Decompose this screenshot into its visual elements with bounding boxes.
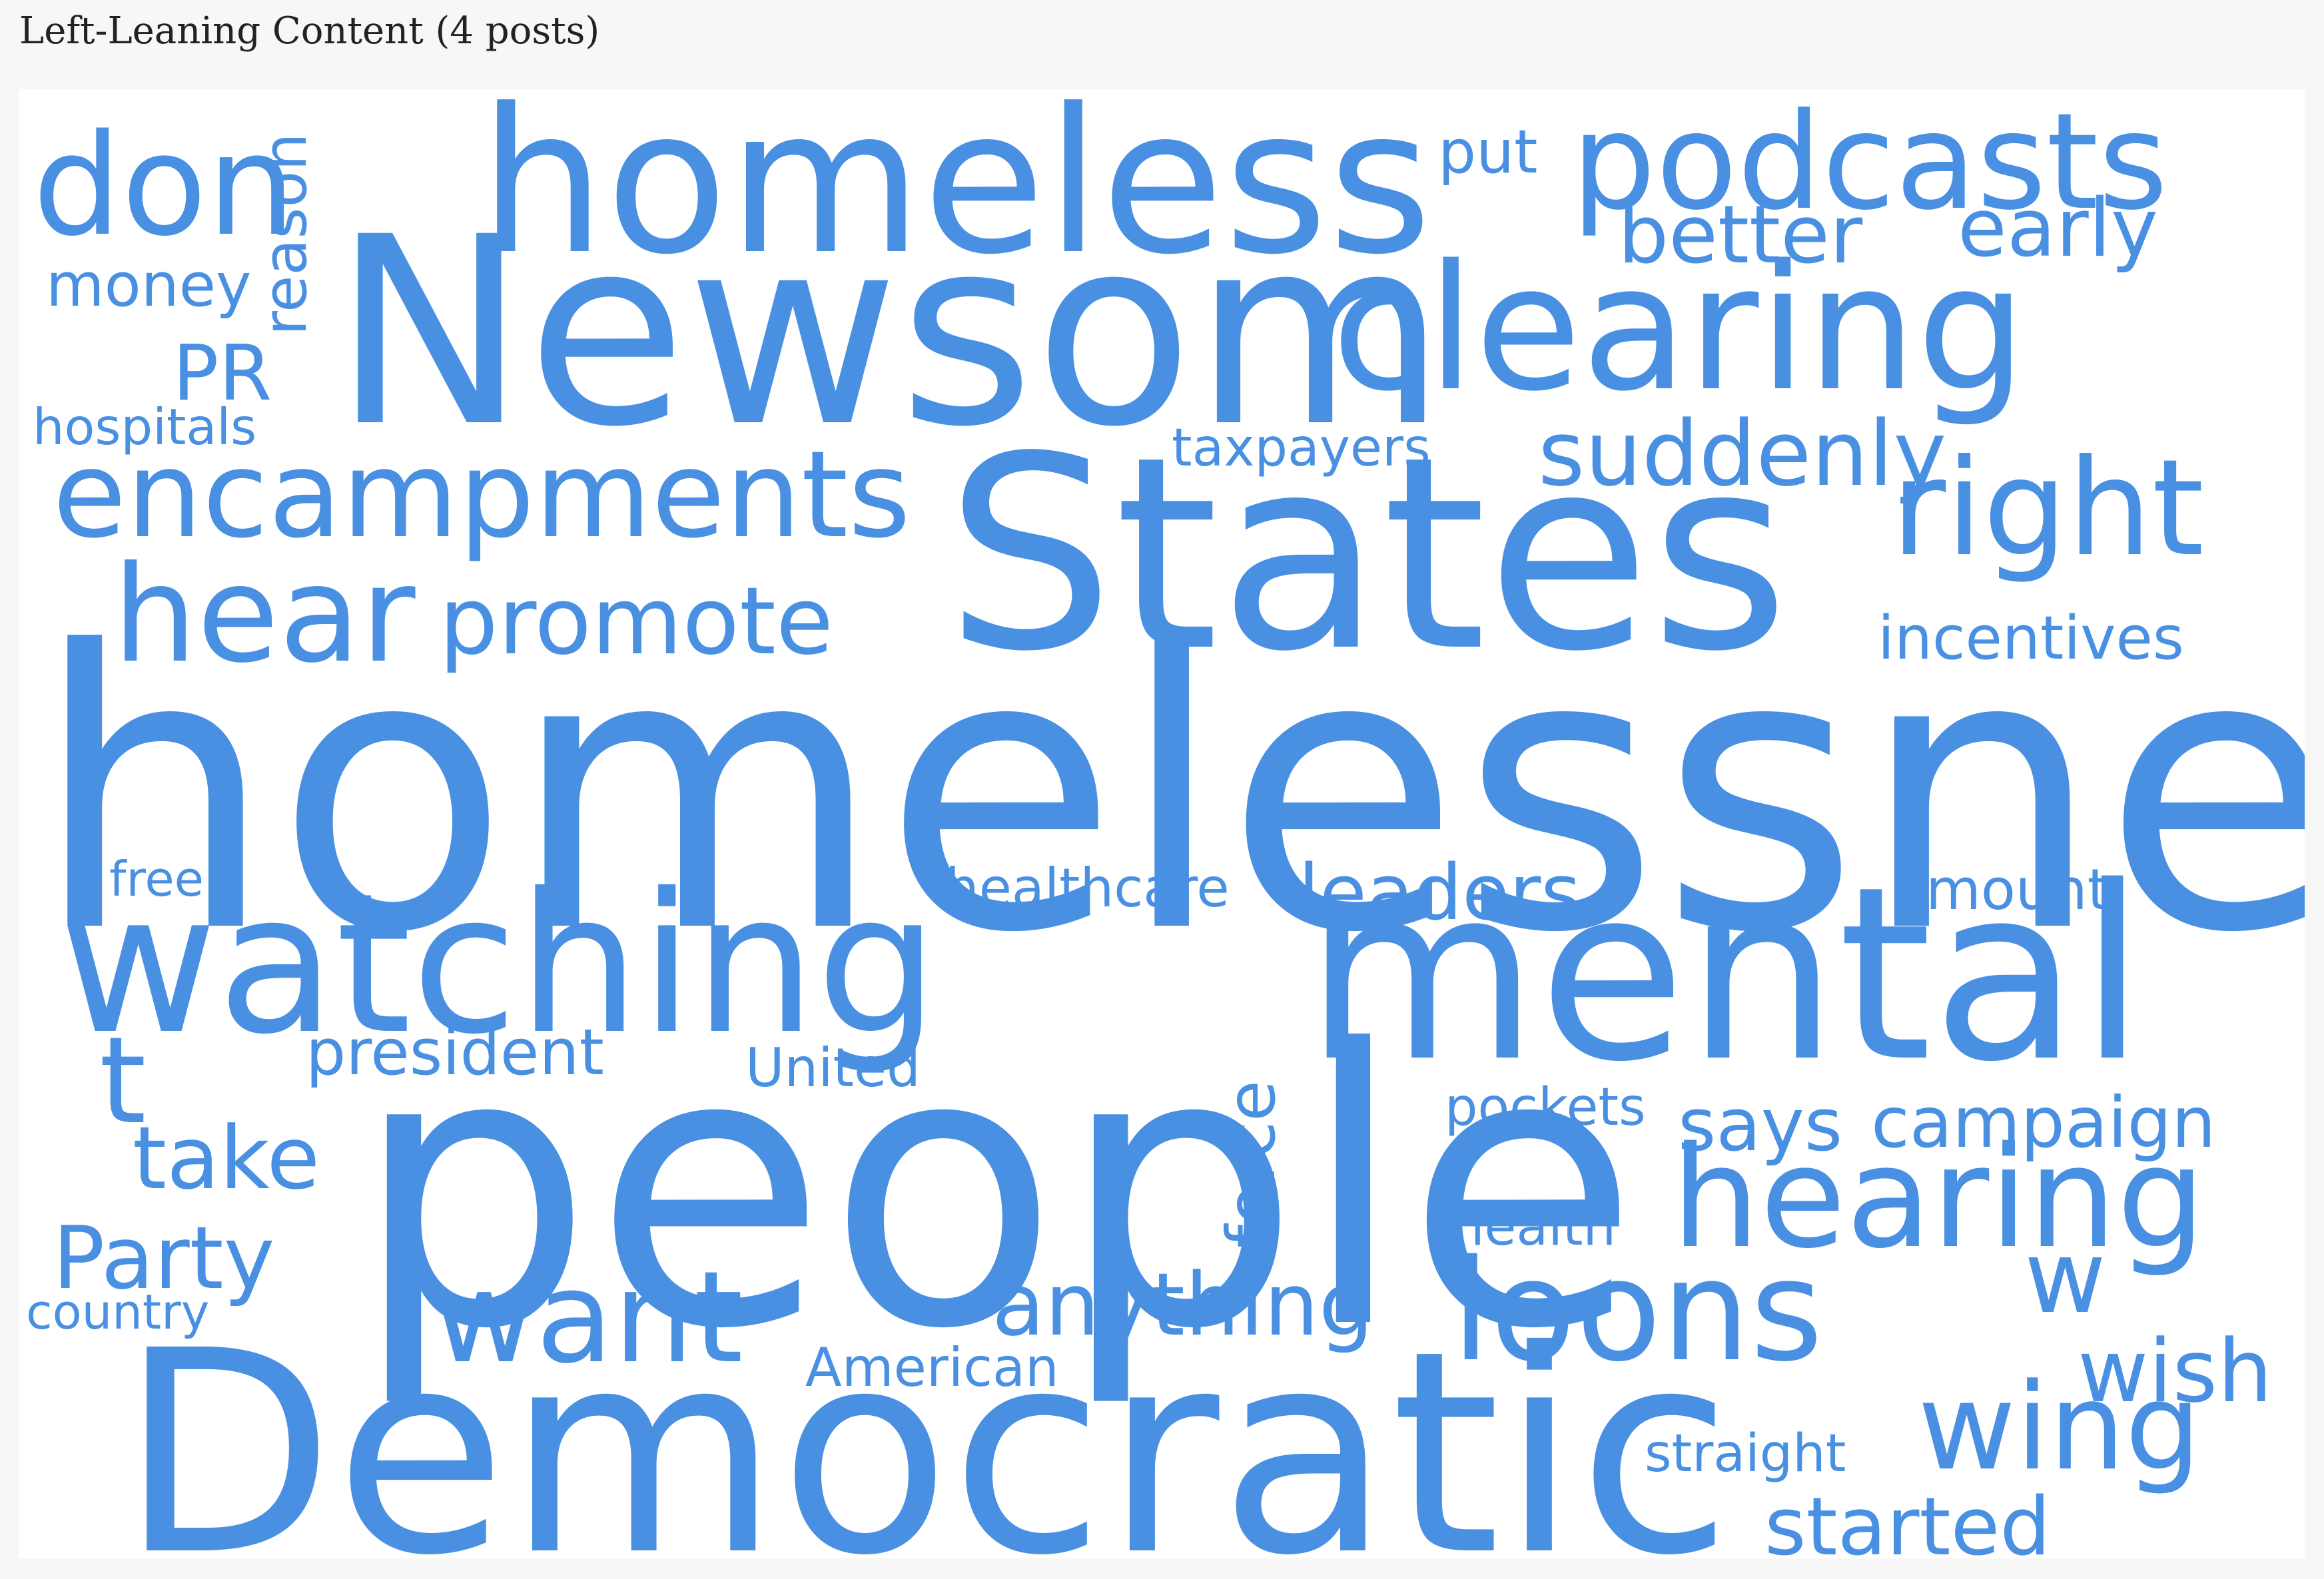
- word-campaign: campaign: [1871, 1082, 2216, 1163]
- word-anything: anything: [992, 1254, 1374, 1355]
- word-healthcare: healthcare: [945, 857, 1230, 919]
- word-says: says: [1678, 1082, 1843, 1167]
- word-loons: loons: [1451, 1229, 1823, 1393]
- word-democratic: Democratic: [119, 1291, 1733, 1559]
- page-title: Left-Leaning Content (4 posts): [19, 9, 600, 53]
- word-wing: wing: [1918, 1358, 2201, 1497]
- word-hospitals: hospitals: [33, 398, 257, 456]
- word-pockets: pockets: [1445, 1078, 1646, 1137]
- word-hearing: hearing: [1671, 1116, 2206, 1279]
- word-president: president: [306, 1016, 604, 1090]
- word-free: free: [109, 851, 204, 907]
- word-watching: watching: [59, 852, 939, 1077]
- word-straight: straight: [1645, 1424, 1846, 1484]
- word-amount: amount: [1891, 857, 2110, 923]
- word-newsom: Newsom: [332, 181, 1447, 483]
- word-incentives: incentives: [1878, 603, 2184, 673]
- word-encampments: encampments: [53, 426, 911, 565]
- word-money: money: [46, 250, 252, 320]
- word-party: Party: [53, 1207, 275, 1309]
- word-pr: PR: [173, 329, 272, 418]
- word-mental: mental: [1305, 835, 2146, 1114]
- word-better: better: [1618, 189, 1863, 282]
- word-right: right: [1891, 431, 2204, 586]
- word-states: States: [945, 400, 1790, 710]
- word-clearing: clearing: [1332, 228, 2027, 430]
- word-force: force: [1212, 1080, 1290, 1248]
- word-health: health: [1451, 1197, 1616, 1257]
- word-want: want: [432, 1244, 743, 1391]
- word-leaders: leaders: [1298, 848, 1581, 938]
- word-cloud: homelessness Democratic people Newsom St…: [19, 89, 2305, 1558]
- word-promote: promote: [439, 567, 834, 676]
- word-homelessness: homelessness: [33, 570, 2305, 1016]
- word-podcasts: podcasts: [1571, 89, 2168, 240]
- word-american: American: [805, 1337, 1059, 1399]
- word-suddenly: suddenly: [1538, 402, 1947, 506]
- word-hear: hear: [113, 537, 416, 693]
- word-taxpayers: taxpayers: [1172, 418, 1431, 478]
- word-reason: reason: [250, 133, 320, 336]
- word-put: put: [1438, 117, 1538, 187]
- word-country: country: [26, 1284, 210, 1340]
- word-early: early: [1958, 182, 2159, 275]
- word-homeless: homeless: [479, 89, 1433, 298]
- word-take: take: [133, 1107, 320, 1209]
- word-don: don: [33, 104, 296, 267]
- word-people: people: [352, 970, 1640, 1412]
- word-w: w: [2024, 1220, 2106, 1336]
- word-wish: wish: [2078, 1321, 2273, 1422]
- word-started: started: [1764, 1481, 2051, 1559]
- word-united: United: [745, 1037, 921, 1099]
- word-t: t: [99, 1012, 147, 1151]
